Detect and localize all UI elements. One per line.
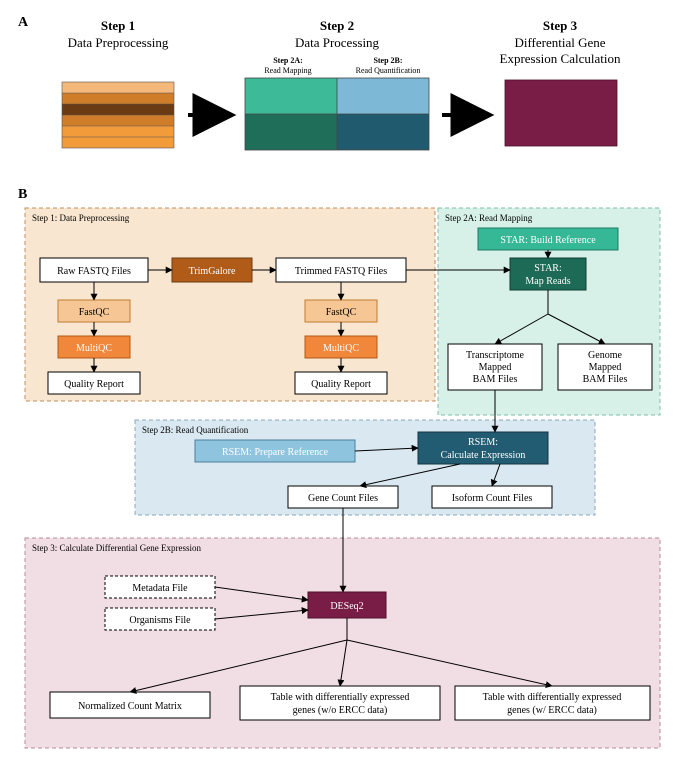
svg-text:genes (w/o ERCC data): genes (w/o ERCC data) xyxy=(293,705,388,716)
panel-a: A Step 1 Data Preprocessing Step 2 Data … xyxy=(18,15,621,150)
node-raw-fastq: Raw FASTQ Files xyxy=(40,258,148,282)
step3-subtitle-l1: Differential Gene xyxy=(514,35,605,50)
svg-text:Mapped: Mapped xyxy=(589,362,622,373)
svg-text:Mapped: Mapped xyxy=(479,362,512,373)
svg-text:FastQC: FastQC xyxy=(326,307,357,318)
svg-text:Transcriptome: Transcriptome xyxy=(466,350,525,361)
region-step3-title: Step 3: Calculate Differential Gene Expr… xyxy=(32,543,202,553)
svg-text:Map Reads: Map Reads xyxy=(525,276,570,287)
svg-text:MultiQC: MultiQC xyxy=(323,343,359,354)
node-isoform-count: Isoform Count Files xyxy=(432,486,552,508)
node-rsem-calc: RSEM: Calculate Expression xyxy=(418,432,548,464)
step1-header: Step 1 Data Preprocessing xyxy=(68,18,169,50)
step2-subtitle: Data Processing xyxy=(295,35,380,50)
svg-text:Quality Report: Quality Report xyxy=(64,379,124,390)
svg-text:BAM Files: BAM Files xyxy=(473,374,518,385)
node-qreport-1: Quality Report xyxy=(48,372,140,394)
svg-text:Quality Report: Quality Report xyxy=(311,379,371,390)
svg-text:Table with differentially expr: Table with differentially expressed xyxy=(483,692,622,703)
step2a-t: Step 2A: xyxy=(273,56,303,65)
step1-title: Step 1 xyxy=(101,18,135,33)
svg-text:FastQC: FastQC xyxy=(79,307,110,318)
svg-text:Table with differentially expr: Table with differentially expressed xyxy=(271,692,410,703)
svg-text:Genome: Genome xyxy=(588,350,622,361)
block-step1 xyxy=(62,82,174,148)
node-fastqc-1: FastQC xyxy=(58,300,130,322)
node-trimmed-fastq: Trimmed FASTQ Files xyxy=(276,258,406,282)
step2b-t: Step 2B: xyxy=(373,56,402,65)
node-star-map: STAR: Map Reads xyxy=(510,258,586,290)
svg-text:Gene Count Files: Gene Count Files xyxy=(308,493,378,504)
step2b-s: Read Quantification xyxy=(356,66,421,75)
node-deseq2: DESeq2 xyxy=(308,592,386,618)
node-star-build: STAR: Build Reference xyxy=(478,228,618,250)
block-step2 xyxy=(245,78,429,150)
svg-text:DESeq2: DESeq2 xyxy=(330,601,363,612)
svg-text:Trimmed FASTQ Files: Trimmed FASTQ Files xyxy=(295,266,387,277)
node-multiqc-1: MultiQC xyxy=(58,336,130,358)
node-fastqc-2: FastQC xyxy=(305,300,377,322)
svg-text:Raw FASTQ Files: Raw FASTQ Files xyxy=(57,266,131,277)
block-step3 xyxy=(505,80,617,146)
region-step1-title: Step 1: Data Preprocessing xyxy=(32,213,130,223)
node-gene-count: Gene Count Files xyxy=(288,486,398,508)
svg-text:Organisms File: Organisms File xyxy=(129,615,191,626)
node-norm-matrix: Normalized Count Matrix xyxy=(50,692,210,718)
step3-header: Step 3 Differential Gene Expression Calc… xyxy=(500,18,621,66)
node-multiqc-2: MultiQC xyxy=(305,336,377,358)
svg-text:genes (w/ ERCC data): genes (w/ ERCC data) xyxy=(507,705,597,716)
node-qreport-2: Quality Report xyxy=(295,372,387,394)
step2-header: Step 2 Data Processing Step 2A: Read Map… xyxy=(264,18,420,75)
region-step2b-title: Step 2B: Read Quantification xyxy=(142,425,249,435)
region-step2a-title: Step 2A: Read Mapping xyxy=(445,213,533,223)
svg-text:RSEM: Prepare Reference: RSEM: Prepare Reference xyxy=(222,447,329,458)
svg-text:TrimGalore: TrimGalore xyxy=(189,266,236,277)
step2-title: Step 2 xyxy=(320,18,354,33)
svg-text:Metadata File: Metadata File xyxy=(132,583,188,594)
svg-text:Calculate Expression: Calculate Expression xyxy=(441,450,526,461)
node-trimgalore: TrimGalore xyxy=(172,258,252,282)
step3-subtitle-l2: Expression Calculation xyxy=(500,51,621,66)
node-table-no-ercc: Table with differentially expressed gene… xyxy=(240,686,440,720)
step3-title: Step 3 xyxy=(543,18,578,33)
svg-text:STAR: Build Reference: STAR: Build Reference xyxy=(500,235,596,246)
node-rsem-prep: RSEM: Prepare Reference xyxy=(195,440,355,462)
svg-text:RSEM:: RSEM: xyxy=(468,437,498,448)
svg-text:BAM Files: BAM Files xyxy=(583,374,628,385)
svg-text:MultiQC: MultiQC xyxy=(76,343,112,354)
node-table-ercc: Table with differentially expressed gene… xyxy=(455,686,650,720)
node-organisms: Organisms File xyxy=(105,608,215,630)
svg-text:STAR:: STAR: xyxy=(534,263,562,274)
node-metadata: Metadata File xyxy=(105,576,215,598)
node-genome-bam: Genome Mapped BAM Files xyxy=(558,344,652,390)
svg-text:Isoform Count Files: Isoform Count Files xyxy=(452,493,533,504)
step1-subtitle: Data Preprocessing xyxy=(68,35,169,50)
panel-a-label: A xyxy=(18,15,29,30)
panel-b: B Step 1: Data Preprocessing Step 2A: Re… xyxy=(18,187,660,748)
step2a-s: Read Mapping xyxy=(264,66,311,75)
svg-text:Normalized Count Matrix: Normalized Count Matrix xyxy=(78,701,182,712)
node-trans-bam: Transcriptome Mapped BAM Files xyxy=(448,344,542,390)
panel-b-label: B xyxy=(18,187,27,202)
